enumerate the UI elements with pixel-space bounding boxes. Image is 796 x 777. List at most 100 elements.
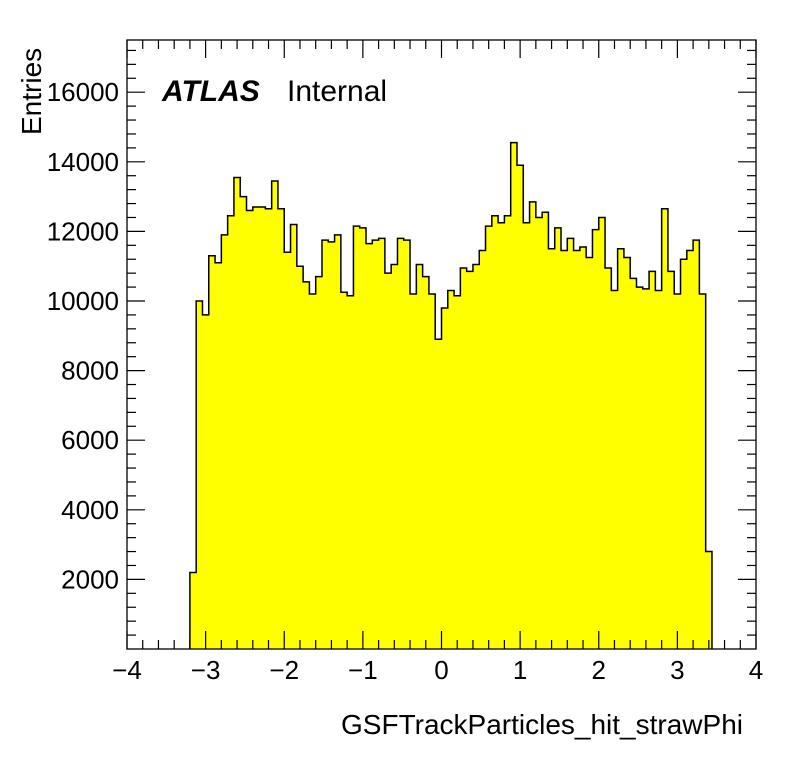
histogram-bin [422,276,430,649]
histogram-bin [655,290,663,649]
histogram-bin [372,240,379,649]
x-tick-label: 0 [434,655,448,685]
histogram-bin [441,307,449,649]
histogram-bin [535,217,543,650]
atlas-label: ATLAS [161,75,260,108]
y-axis-title: Entries [16,48,47,135]
histogram-bin [523,222,530,649]
histogram-bin [240,196,247,649]
histogram-bin [548,248,556,650]
histogram-bin [340,292,348,649]
y-tick-label: 4000 [61,495,119,525]
x-tick-label: −3 [191,655,221,685]
histogram-bin [189,572,197,649]
histogram-bin [466,271,474,649]
x-tick-label: −4 [112,655,142,685]
histogram-bin [623,257,631,649]
histogram-bin [686,250,694,650]
histogram-bin [529,201,537,649]
histogram-bin [196,301,203,649]
histogram-bin [472,264,480,649]
histogram-bin [674,294,681,649]
y-tick-label: 16000 [47,77,119,107]
histogram-bin [384,273,392,649]
histogram-bin [397,238,405,650]
histogram-bin [315,276,323,649]
histogram-bin [284,252,291,649]
histogram-bin [435,339,442,649]
histogram-bin [347,295,354,649]
x-axis-title: GSFTrackParticles_hit_strawPhi [341,709,743,740]
histogram-bin [642,288,650,649]
histogram-bin [705,551,713,649]
histogram-bin [485,226,493,649]
histogram-bin [605,267,612,649]
x-tick-label: −2 [269,655,299,685]
histogram-bin [598,217,606,650]
histogram-bin [246,210,254,649]
histogram-bin [554,227,562,650]
histogram-bin [649,271,656,649]
histogram-bin [265,208,273,649]
histogram-bin [636,287,644,649]
histogram-bin [491,215,499,650]
x-tick-label: 4 [749,655,763,685]
y-tick-label: 12000 [47,216,119,246]
histogram-bin [498,222,505,649]
histogram-bin [630,278,637,649]
histogram-bin [567,238,574,650]
histogram-bin [617,248,625,650]
histogram-bin [403,240,411,649]
histogram-bin [410,294,417,649]
histogram-bin [259,207,266,650]
histogram-bin [479,250,486,650]
histogram-bin [592,229,600,649]
histogram-bin [321,240,329,649]
histogram-bin [510,142,518,649]
histogram-bin [611,290,619,649]
x-tick-label: 2 [592,655,606,685]
histogram-bin [667,271,675,649]
histogram-bin [428,294,436,649]
histogram-bin [378,238,386,650]
histogram-bin [699,294,707,649]
histogram-bin [586,257,593,649]
histogram-bin [353,226,361,649]
y-tick-label: 2000 [61,564,119,594]
histogram-bin [221,234,229,649]
histogram-outline [189,141,713,649]
histogram-bin [542,212,549,649]
histogram-bars [189,142,713,650]
histogram-bin [252,207,260,650]
y-tick-label: 8000 [61,356,119,386]
atlas-internal-label: Internal [287,75,387,108]
histogram-bin [416,264,424,649]
histogram-bin [303,281,310,649]
histogram-bin [359,227,367,650]
histogram-bin [334,234,342,649]
axis-ticks [126,40,757,649]
histogram-bin [561,250,568,650]
histogram-bin [447,290,455,649]
histogram-bin [573,250,581,650]
y-tick-labels: 2000 4000 6000 8000 10000 12000 14000 16000 [47,77,119,594]
histogram-bin [227,215,235,650]
histogram-bin [215,262,222,649]
histogram-bin [328,241,335,649]
x-tick-label: 1 [513,655,527,685]
y-tick-label: 14000 [47,147,119,177]
histogram-bin [271,180,279,649]
histogram-bin [208,255,216,649]
histogram-bin [309,294,317,649]
histogram-bin [454,295,461,649]
x-tick-label: 3 [670,655,684,685]
histogram-bin [233,177,241,649]
histogram-bin [296,266,304,649]
x-tick-label: −1 [348,655,378,685]
histogram-bin [579,247,587,649]
y-tick-label: 10000 [47,286,119,316]
y-tick-label: 6000 [61,425,119,455]
histogram-bin [366,243,373,649]
